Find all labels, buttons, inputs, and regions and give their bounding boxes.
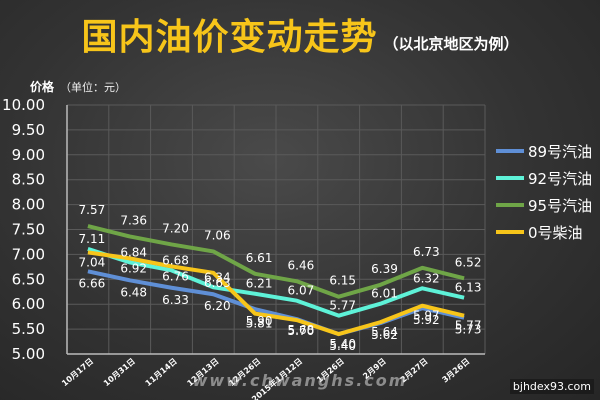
- data-label: 6.63: [204, 276, 231, 290]
- y-tick-label: 5.50: [12, 320, 45, 338]
- title-main: 国内油价变动走势: [81, 17, 378, 58]
- data-label: 6.32: [413, 271, 440, 285]
- data-label: 6.20: [204, 299, 231, 313]
- data-label: 6.21: [246, 277, 273, 291]
- data-label: 5.97: [413, 309, 440, 323]
- data-label: 6.39: [371, 262, 398, 276]
- y-tick-label: 6.50: [12, 270, 45, 288]
- data-labels: 6.66 6.48 6.33 6.20 5.90 5.70 5.40 5.62 5.92 5.73…: [79, 203, 482, 353]
- data-label: 6.13: [455, 281, 482, 295]
- y-tick-label: 8.50: [12, 171, 45, 189]
- data-label: 6.73: [413, 245, 440, 259]
- data-label: 7.06: [204, 228, 231, 242]
- data-label: 5.40: [329, 339, 356, 353]
- data-label: 7.04: [79, 255, 106, 269]
- data-label: 6.68: [162, 253, 189, 267]
- y-tick-label: 9.00: [12, 146, 45, 164]
- data-label: 6.07: [288, 284, 315, 298]
- data-label: 5.77: [329, 299, 356, 313]
- data-label: 5.40: [329, 337, 356, 351]
- data-label: 6.15: [329, 274, 356, 288]
- data-label: 6.33: [162, 293, 189, 307]
- series-line: [87, 247, 465, 318]
- legend: 89号汽油 92号汽油 95号汽油 0号柴油: [496, 143, 592, 242]
- y-tick-label: 7.00: [12, 245, 45, 263]
- data-label: 6.52: [455, 255, 482, 269]
- legend-label: 92号汽油: [528, 170, 592, 188]
- y-axis-unit: （单位：元）: [60, 81, 127, 94]
- y-tick-label: 10.00: [2, 96, 45, 114]
- data-label: 6.84: [120, 245, 147, 259]
- y-tick-label: 7.50: [12, 221, 45, 239]
- data-label: 5.68: [288, 323, 315, 337]
- data-label: 5.70: [288, 324, 315, 338]
- data-label: 5.81: [246, 317, 273, 331]
- legend-label: 89号汽油: [528, 143, 592, 161]
- data-label: 7.57: [79, 203, 106, 217]
- watermark-badge: bjhdex93.com: [509, 379, 594, 394]
- legend-label: 95号汽油: [528, 197, 592, 215]
- series-line: [87, 250, 465, 337]
- series-lines: [87, 224, 465, 337]
- y-tick-label: 8.00: [12, 196, 45, 214]
- y-axis-label: 价格 （单位：元）: [30, 78, 126, 95]
- y-axis-title: 价格: [30, 80, 55, 94]
- title-subtitle: （以北京地区为例）: [383, 35, 519, 53]
- data-label: 5.64: [371, 325, 398, 339]
- data-label: 6.46: [288, 258, 315, 272]
- y-tick-label: 5.00: [12, 345, 45, 363]
- y-tick-label: 6.00: [12, 295, 45, 313]
- data-label: 6.92: [120, 261, 147, 275]
- chart-title: 国内油价变动走势 （以北京地区为例）: [0, 8, 600, 60]
- data-label: 7.20: [162, 221, 189, 235]
- data-label: 5.90: [246, 314, 273, 328]
- data-label: 6.48: [120, 285, 147, 299]
- data-label: 6.66: [79, 276, 106, 290]
- data-label: 7.36: [120, 213, 147, 227]
- data-label: 6.01: [371, 287, 398, 301]
- data-label: 5.77: [455, 319, 482, 333]
- y-tick-label: 9.50: [12, 121, 45, 139]
- data-label: 6.76: [162, 269, 189, 283]
- data-label: 5.62: [371, 328, 398, 342]
- data-label: 5.73: [455, 323, 482, 337]
- data-label: 7.11: [79, 232, 106, 246]
- y-tick-labels: 5.00 5.50 6.00 6.50 7.00 7.50 8.00 8.50 9.00 9.50…: [2, 96, 45, 363]
- series-line: [87, 224, 465, 299]
- grid: [66, 104, 486, 355]
- data-label: 6.34: [204, 270, 231, 284]
- data-label: 6.61: [246, 251, 273, 265]
- legend-label: 0号柴油: [528, 224, 583, 242]
- data-label: 5.92: [413, 313, 440, 327]
- watermark: www.chwanghs.com: [192, 371, 408, 390]
